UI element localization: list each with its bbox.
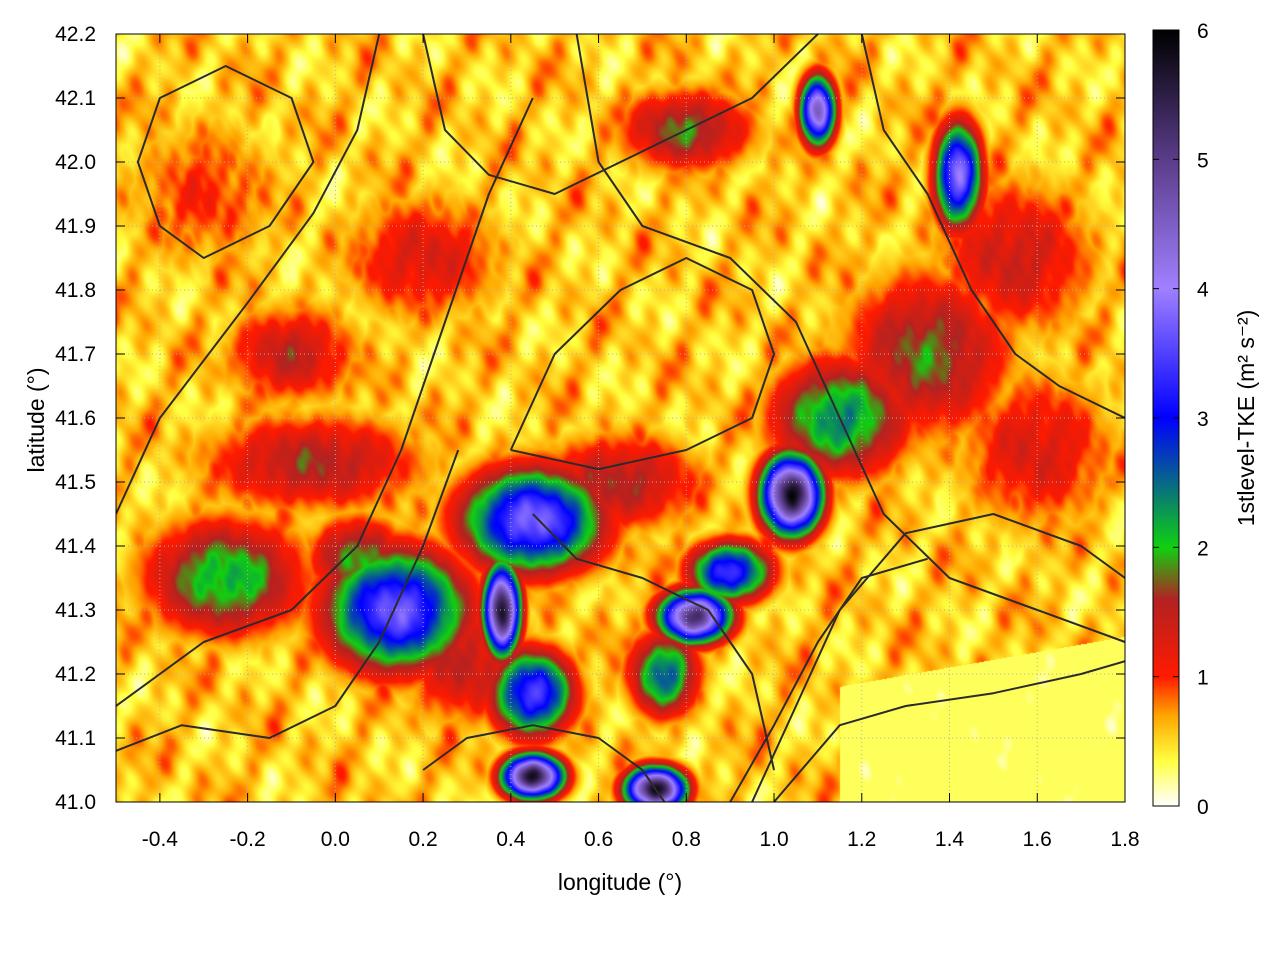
colorbar-label: 1stlevel-TKE (m² s⁻²): [1233, 310, 1259, 527]
y-tick-label: 41.5: [55, 471, 96, 494]
y-tick-label: 41.2: [55, 663, 96, 686]
x-tick-label: 0.8: [672, 828, 701, 851]
y-tick-label: 42.1: [55, 87, 96, 110]
x-tick-label: 0.2: [408, 828, 437, 851]
x-tick-label: 1.4: [935, 828, 965, 851]
x-tick-label: 1.6: [1023, 828, 1052, 851]
x-tick-label: -0.4: [142, 828, 179, 851]
colorbar-ticks: 0 1 2 3 4 5 6: [1153, 20, 1209, 819]
grid-lines: [116, 34, 1125, 802]
x-axis-label: longitude (°): [558, 869, 682, 895]
contour-line: [116, 449, 460, 752]
contour-line: [860, 34, 1125, 419]
y-tick-label: 41.0: [55, 791, 96, 814]
colorbar-tick-label: 3: [1197, 408, 1209, 431]
contour-line: [751, 513, 1125, 802]
y-tick-label: 41.1: [55, 727, 96, 750]
contour-line: [136, 65, 315, 259]
y-tick-label: 41.4: [55, 535, 96, 558]
x-axis-ticks: -0.4 -0.2 0.0 0.2 0.4 0.6 0.8 1.0 1.2 1.4 1.6 1.8: [142, 34, 1140, 851]
colorbar-tick-label: 6: [1197, 20, 1209, 43]
contour-line: [773, 660, 1125, 802]
colorbar-tick-label: 4: [1197, 279, 1209, 302]
contour-line: [116, 34, 381, 515]
terrain-contours: [116, 34, 1125, 802]
x-tick-label: 1.0: [759, 828, 788, 851]
y-tick-label: 41.9: [55, 215, 96, 238]
y-tick-label: 42.2: [55, 23, 96, 46]
x-tick-label: -0.2: [230, 828, 266, 851]
contour-line: [422, 34, 819, 195]
x-tick-label: 0.0: [321, 828, 350, 851]
x-tick-label: 0.6: [584, 828, 613, 851]
contour-line: [575, 34, 1125, 643]
contour-line: [729, 557, 928, 802]
x-tick-label: 1.2: [847, 828, 876, 851]
y-tick-label: 42.0: [55, 151, 96, 174]
x-tick-label: 0.4: [496, 828, 526, 851]
colorbar-tick-label: 5: [1197, 149, 1209, 172]
y-tick-label: 41.6: [55, 407, 96, 430]
colorbar-tick-label: 2: [1197, 537, 1209, 560]
colorbar-tick-label: 0: [1197, 796, 1209, 819]
y-tick-label: 41.8: [55, 279, 96, 302]
x-tick-label: 1.8: [1110, 828, 1139, 851]
contour-line: [509, 257, 775, 471]
contour-line: [422, 724, 666, 802]
colorbar-tick-label: 1: [1197, 667, 1209, 690]
y-tick-label: 41.7: [55, 343, 96, 366]
y-tick-label: 41.3: [55, 599, 96, 622]
contour-line: [116, 97, 534, 707]
contour-line: [532, 513, 775, 771]
y-axis-ticks: 41.0 41.1 41.2 41.3 41.4 41.5 41.6 41.7 41.8 41.9…: [55, 23, 1125, 814]
y-axis-label: latitude (°): [23, 367, 49, 472]
